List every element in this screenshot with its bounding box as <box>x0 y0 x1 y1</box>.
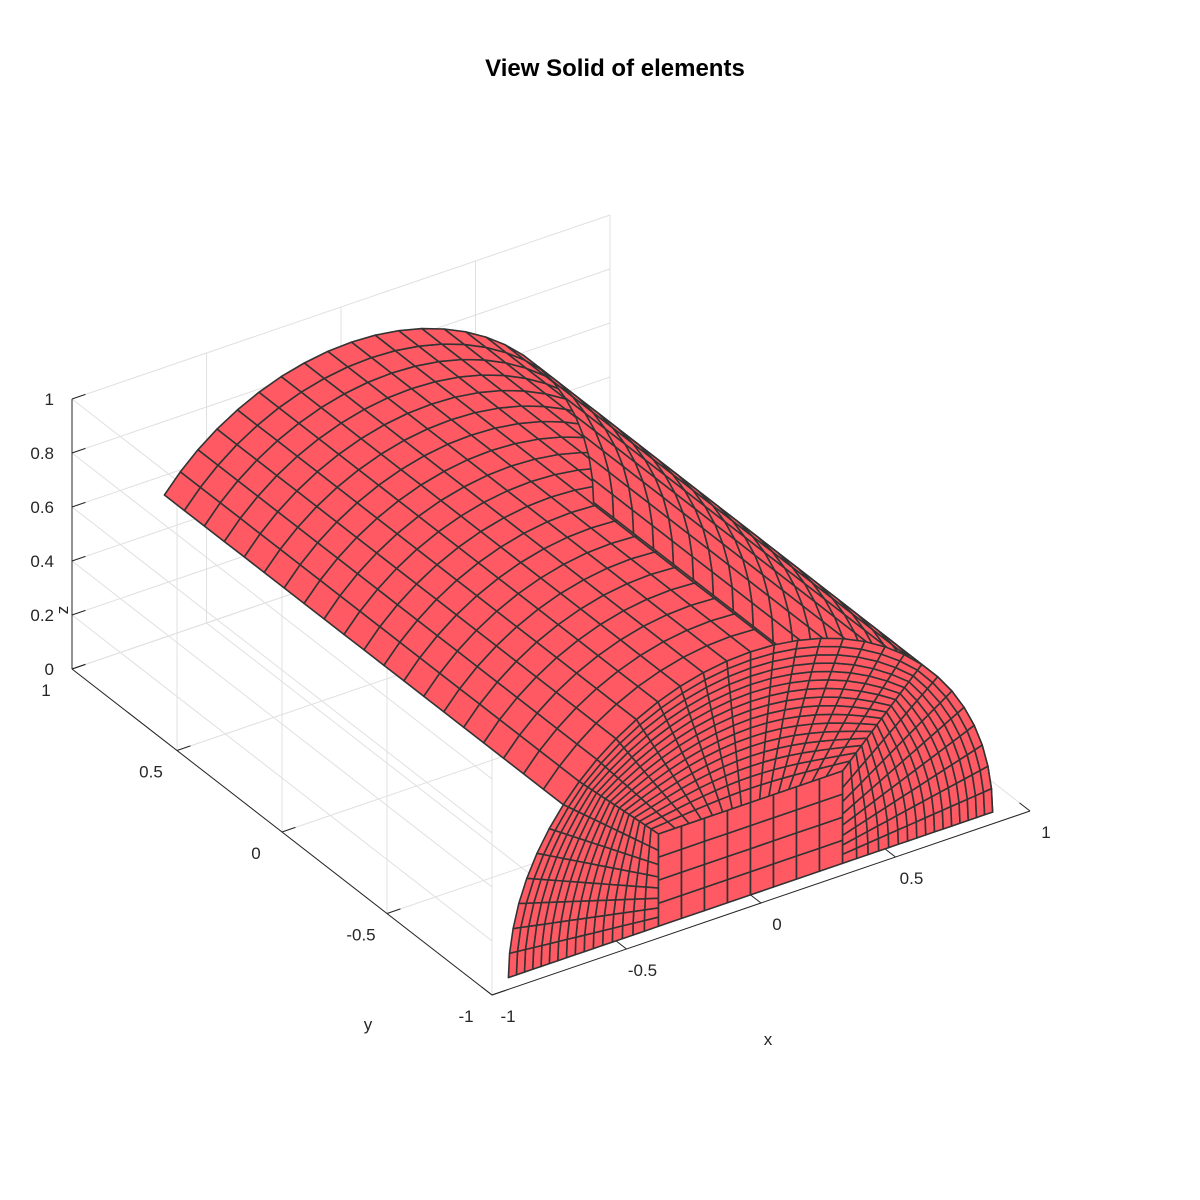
side-wall-gridline-z <box>71 506 493 834</box>
z-tick-label: 0.6 <box>30 498 54 517</box>
end-cap-element <box>611 925 624 943</box>
end-cap-element <box>592 929 604 950</box>
x-tick-label: 0 <box>772 915 781 934</box>
x-tick-mark <box>615 940 627 950</box>
curved-face-element <box>163 471 202 512</box>
z-tick-mark <box>71 663 86 670</box>
back-wall-gridline-z <box>71 214 611 400</box>
z-tick-label: 0.2 <box>30 606 54 625</box>
y-tick-label: -0.5 <box>346 926 375 945</box>
z-tick-label: 0.4 <box>30 552 54 571</box>
end-cap-element <box>507 950 519 979</box>
end-cap-element <box>632 919 646 936</box>
end-cap-element <box>810 662 836 673</box>
side-wall-gridline-z <box>71 452 493 780</box>
side-wall-gridline-z <box>71 614 493 942</box>
y-tick-mark <box>281 826 296 833</box>
y-tick-mark <box>386 908 401 914</box>
core-element <box>818 770 844 803</box>
x-tick-mark <box>750 894 762 904</box>
y-axis-label: y <box>364 1015 373 1034</box>
y-tick-label: 0 <box>251 844 260 863</box>
end-cap-element <box>982 787 994 816</box>
axes-layer <box>71 393 1031 996</box>
x-tick-label: -1 <box>500 1007 515 1026</box>
side-wall-gridline-z <box>71 560 493 888</box>
y-tick-label: 0.5 <box>139 763 163 782</box>
x-axis-label: x <box>764 1030 773 1049</box>
z-axis-label: z <box>53 606 72 615</box>
end-cap-element <box>645 873 660 889</box>
z-tick-label: 1 <box>45 390 54 409</box>
end-cap-element <box>817 637 844 648</box>
end-cap-element <box>815 645 842 656</box>
z-tick-mark <box>71 393 86 400</box>
solid-mesh <box>163 327 994 979</box>
z-tick-label: 0.8 <box>30 444 54 463</box>
z-tick-mark <box>71 609 86 616</box>
y-tick-mark <box>176 745 191 751</box>
chart-title: View Solid of elements <box>485 55 745 82</box>
z-tick-label: 0 <box>45 660 54 679</box>
end-cap-element <box>601 927 614 947</box>
x-tick-label: 0.5 <box>900 869 924 888</box>
end-cap-element <box>644 886 660 900</box>
end-cap-element <box>839 637 866 651</box>
tick-label-layer: -1 -0.5 0 0.5 1 -1 -0.5 0 0.5 1 0 0.2 0.4 0.6 0.8 1 <box>30 390 1050 1026</box>
end-cap-element <box>643 916 660 933</box>
x-tick-label: -0.5 <box>628 961 657 980</box>
end-cap-element <box>583 932 595 953</box>
end-cap-element <box>813 653 839 665</box>
x-tick-mark <box>1019 802 1031 812</box>
z-tick-mark <box>71 555 86 562</box>
end-cap-element <box>808 670 833 682</box>
y-tick-label: 1 <box>41 681 50 700</box>
z-tick-mark <box>71 501 86 508</box>
y-tick-label: -1 <box>458 1007 473 1026</box>
x-tick-mark <box>884 848 896 858</box>
y-tick-mark <box>491 989 506 996</box>
end-cap-element <box>795 637 822 650</box>
x-tick-label: 1 <box>1041 823 1050 842</box>
end-cap-element <box>621 922 634 940</box>
x-tick-mark <box>481 986 493 996</box>
z-tick-mark <box>71 447 86 454</box>
